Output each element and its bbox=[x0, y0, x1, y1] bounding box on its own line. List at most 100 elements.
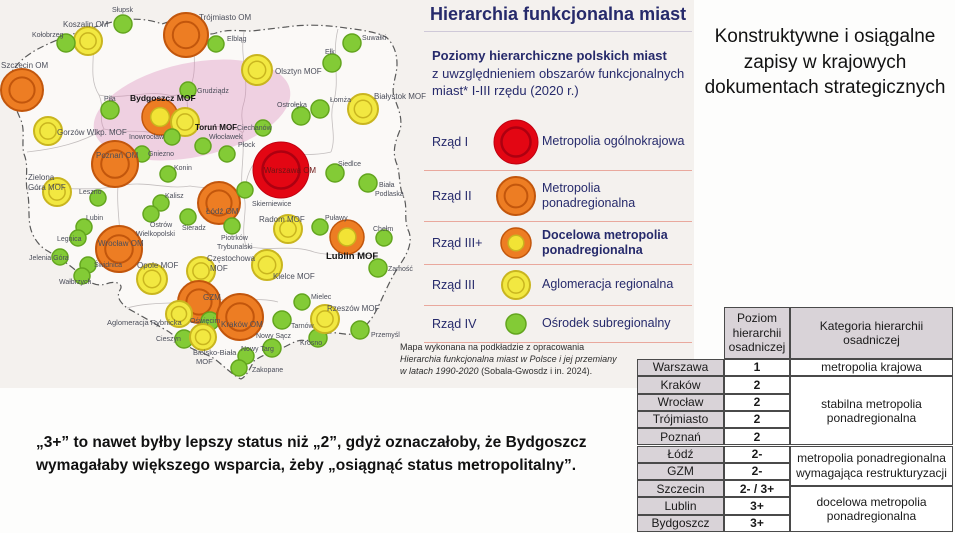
table-city-Warszawa: Warszawa bbox=[637, 359, 724, 377]
city-label: MOF bbox=[196, 357, 213, 366]
legend-subtitle-bold: Poziomy hierarchiczne polskich miast bbox=[432, 48, 667, 63]
city-label: Tarnów bbox=[291, 323, 315, 330]
map-legend: Hierarchia funkcjonalna miast Poziomy hi… bbox=[424, 0, 692, 343]
city-label: Mielec bbox=[311, 294, 332, 301]
city-label: Jelenia Góra bbox=[29, 255, 69, 262]
city-label: Piotrków bbox=[221, 235, 249, 242]
legend-symbol-III+-icon bbox=[490, 226, 542, 260]
city-marker-Warszawa OM bbox=[252, 141, 310, 199]
city-label: Zielona bbox=[28, 173, 55, 182]
city-label: Grudziądz bbox=[197, 88, 229, 95]
quote-line2: wymagałaby większego wsparcia, żeby „osi… bbox=[36, 457, 577, 475]
table-header-category: Kategoria hierarchii osadniczej bbox=[790, 307, 953, 359]
slide-title: Konstruktywne i osiągalne zapisy w krajo… bbox=[698, 24, 952, 101]
city-marker-Ostrów Wielkopolski bbox=[142, 205, 160, 223]
city-marker-Trójmiasto OM bbox=[163, 12, 209, 58]
city-marker-Suwałki bbox=[342, 33, 362, 53]
legend-row-III+: Rząd III+ Docelowa metropolia ponadregion… bbox=[424, 222, 692, 265]
city-label: Łódź OM bbox=[206, 207, 239, 216]
city-marker-Lublin MOF bbox=[329, 219, 365, 255]
quote-text: „3+” to nawet byłby lepszy status niż „2… bbox=[36, 431, 621, 478]
city-marker-Toruń MOF bbox=[170, 107, 200, 137]
table-level-Szczecin: 2- / 3+ bbox=[724, 480, 790, 498]
city-marker-Jelenia Góra bbox=[51, 248, 69, 266]
legend-rows: Rząd I Metropolia ogólnokrajowa Rząd II Met… bbox=[424, 114, 692, 343]
city-marker-Ostrołęka bbox=[291, 106, 311, 126]
city-label: Ostrów bbox=[150, 222, 173, 229]
city-label: Inowrocław bbox=[129, 134, 165, 141]
city-marker-Rzeszów MOF bbox=[310, 304, 340, 334]
city-label: Płock bbox=[238, 142, 256, 149]
table-city-GZM: GZM bbox=[637, 462, 724, 481]
city-marker-Szczecin OM bbox=[0, 68, 44, 112]
legend-row-I: Rząd I Metropolia ogólnokrajowa bbox=[424, 114, 692, 171]
legend-rank-label: Rząd II bbox=[432, 188, 472, 203]
city-marker-Ciechanów bbox=[254, 119, 272, 137]
table-city-Trójmiasto: Trójmiasto bbox=[637, 410, 724, 429]
legend-rank-label: Rząd III+ bbox=[432, 235, 483, 250]
legend-subtitle: Poziomy hierarchiczne polskich miast z u… bbox=[432, 47, 692, 100]
city-label: Toruń MOF bbox=[195, 123, 237, 132]
city-marker-Piła bbox=[100, 100, 120, 120]
city-label: Zakopane bbox=[252, 367, 283, 374]
legend-rank-label: Rząd III bbox=[432, 277, 476, 292]
city-label: Legnica bbox=[57, 236, 82, 243]
city-marker-Olsztyn MOF bbox=[241, 54, 273, 86]
city-marker-Wałbrzych bbox=[73, 267, 91, 285]
city-label: Oświęcim bbox=[190, 318, 221, 325]
city-label: Trójmiasto OM bbox=[199, 13, 251, 22]
city-marker-Radom MOF bbox=[273, 214, 303, 244]
city-label: Poznań OM bbox=[96, 151, 139, 160]
legend-title: Hierarchia funkcjonalna miast bbox=[424, 0, 692, 32]
city-label: Biała bbox=[379, 182, 395, 189]
city-marker-Bydgoszcz MOF bbox=[141, 98, 179, 136]
table-level-Wrocław: 2 bbox=[724, 393, 790, 411]
table-city-Szczecin: Szczecin bbox=[637, 480, 724, 498]
city-label: Siedlce bbox=[338, 161, 361, 168]
table-city-Kraków: Kraków bbox=[637, 376, 724, 394]
city-label: Lubin bbox=[86, 215, 103, 222]
city-label: Sieradz bbox=[182, 225, 206, 232]
city-label: Świdnica bbox=[94, 260, 122, 269]
city-label: Warszawa OM bbox=[264, 166, 316, 175]
city-marker-Chełm bbox=[375, 229, 393, 247]
table-category-2: metropolia ponadregionalna wymagająca re… bbox=[790, 445, 953, 487]
city-marker-Włocławek bbox=[194, 137, 212, 155]
city-marker-Zakopane bbox=[230, 359, 248, 377]
city-marker-Zielona Góra MOF bbox=[42, 177, 72, 207]
city-label: GZM bbox=[203, 293, 221, 302]
legend-symbol-IV-icon bbox=[490, 310, 542, 338]
city-marker-Kielce MOF bbox=[251, 249, 283, 281]
city-label: Rzeszów MOF bbox=[327, 304, 380, 313]
quote-line1: „3+” to nawet byłby lepszy status niż „2… bbox=[36, 434, 587, 451]
legend-row-II: Rząd II Metropolia ponadregionalna bbox=[424, 171, 692, 222]
legend-symbol-II-icon bbox=[490, 175, 542, 217]
attribution-line3: w latach 1990-2020 (Sobala-Gwosdz i in. … bbox=[400, 366, 593, 377]
attribution-line2: Hierarchia funkcjonalna miast w Polsce i… bbox=[400, 354, 617, 365]
legend-description: Metropolia ponadregionalna bbox=[542, 180, 636, 210]
legend-row-III: Rząd III Aglomeracja regionalna bbox=[424, 265, 692, 306]
city-label: Leszno bbox=[79, 189, 102, 196]
city-label: Suwałki bbox=[362, 35, 387, 42]
city-marker-Kalisz bbox=[152, 194, 170, 212]
table-level-Kraków: 2 bbox=[724, 376, 790, 394]
table-city-Lublin: Lublin bbox=[637, 497, 724, 515]
table-city-Poznań: Poznań bbox=[637, 428, 724, 446]
city-label: Opole MOF bbox=[137, 261, 178, 270]
city-marker-Biała Podlaska bbox=[358, 173, 378, 193]
city-marker-Kraków OM bbox=[216, 293, 264, 341]
city-marker-Skierniewice bbox=[236, 181, 254, 199]
city-marker-Mielec bbox=[293, 293, 311, 311]
city-label: Gniezno bbox=[148, 151, 174, 158]
city-label: Piła bbox=[104, 96, 116, 103]
city-marker-Aglomeracja Rybnicka bbox=[165, 300, 193, 328]
city-marker-Białystok MOF bbox=[347, 93, 379, 125]
city-label: Cieszyn bbox=[156, 336, 181, 343]
city-label: Ciechanów bbox=[237, 125, 273, 132]
city-marker-Legnica bbox=[69, 229, 87, 247]
city-label: Puławy bbox=[325, 215, 348, 222]
city-label: Góra MOF bbox=[28, 183, 66, 192]
city-label: Bydgoszcz MOF bbox=[130, 93, 196, 103]
city-label: Przemyśl bbox=[371, 332, 400, 339]
